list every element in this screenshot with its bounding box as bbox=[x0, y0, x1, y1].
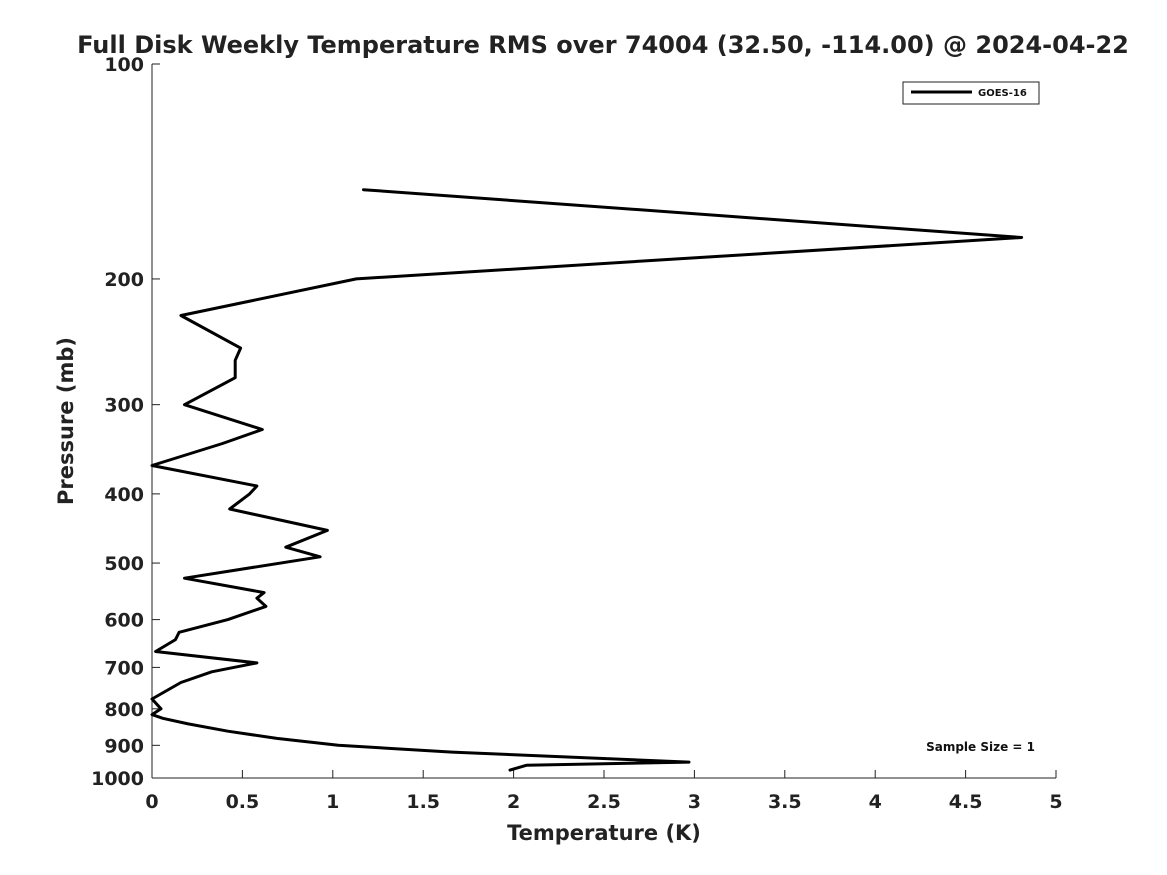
data-point bbox=[362, 188, 365, 191]
chart-title: Full Disk Weekly Temperature RMS over 74… bbox=[77, 31, 1129, 59]
data-point bbox=[256, 485, 258, 487]
x-tick-label: 2 bbox=[507, 791, 520, 813]
data-point bbox=[256, 597, 258, 600]
data-point bbox=[210, 670, 213, 673]
y-tick-label: 700 bbox=[104, 657, 144, 679]
data-point bbox=[183, 403, 186, 406]
data-point bbox=[227, 730, 229, 733]
y-tick-label: 200 bbox=[104, 269, 144, 291]
data-point bbox=[183, 577, 186, 579]
x-axis-ticks: 0 0.5 1 1.5 2 2.5 3 3.5 4 4.5 5 bbox=[145, 770, 1063, 813]
legend: GOES-16 bbox=[902, 81, 1040, 105]
data-point bbox=[178, 631, 180, 634]
y-tick-label: 300 bbox=[104, 395, 144, 417]
y-tick-label: 500 bbox=[104, 553, 144, 575]
data-point bbox=[151, 464, 153, 467]
x-tick-label: 1 bbox=[326, 791, 339, 813]
x-tick-label: 4.5 bbox=[949, 791, 983, 813]
data-point bbox=[451, 751, 453, 753]
x-tick-label: 0.5 bbox=[226, 791, 260, 813]
data-point bbox=[263, 591, 265, 594]
y-tick-label: 600 bbox=[104, 610, 144, 632]
data-point bbox=[265, 605, 267, 608]
data-point bbox=[1020, 236, 1023, 239]
x-tick-label: 3.5 bbox=[768, 791, 802, 813]
data-point bbox=[234, 376, 236, 379]
y-tick-label: 900 bbox=[104, 735, 144, 757]
data-point bbox=[248, 493, 251, 495]
x-axis-label: Temperature (K) bbox=[507, 821, 701, 845]
data-point bbox=[227, 618, 229, 621]
data-point bbox=[326, 529, 329, 532]
x-tick-label: 0 bbox=[145, 791, 158, 813]
x-tick-label: 3 bbox=[688, 791, 701, 813]
data-point bbox=[154, 650, 157, 653]
y-tick-label: 800 bbox=[104, 699, 144, 721]
x-tick-label: 1.5 bbox=[406, 791, 440, 813]
data-point bbox=[174, 638, 177, 641]
y-axis-label: Pressure (mb) bbox=[54, 337, 78, 505]
sample-size-annotation: Sample Size = 1 bbox=[926, 740, 1035, 754]
data-point bbox=[319, 556, 321, 558]
legend-label-goes-16: GOES-16 bbox=[978, 88, 1027, 99]
y-tick-label: 1000 bbox=[91, 768, 144, 790]
data-point bbox=[688, 761, 690, 763]
data-point bbox=[180, 681, 182, 684]
x-tick-label: 5 bbox=[1049, 791, 1062, 813]
data-point bbox=[162, 717, 164, 720]
data-point bbox=[151, 698, 153, 700]
data-point bbox=[234, 359, 236, 362]
data-point bbox=[509, 769, 511, 771]
plot-axes bbox=[151, 64, 1056, 779]
data-point bbox=[337, 744, 340, 747]
data-point bbox=[525, 764, 528, 767]
data-point bbox=[187, 723, 189, 725]
data-point bbox=[221, 442, 224, 445]
y-tick-label: 100 bbox=[104, 54, 144, 76]
data-point bbox=[160, 708, 162, 710]
data-point bbox=[355, 278, 358, 280]
y-tick-label: 400 bbox=[104, 484, 144, 506]
x-tick-label: 4 bbox=[869, 791, 882, 813]
data-point bbox=[284, 546, 287, 548]
data-point bbox=[180, 314, 182, 317]
series-layer bbox=[150, 188, 1024, 772]
data-point bbox=[275, 737, 278, 740]
data-point bbox=[239, 347, 242, 349]
y-axis-ticks: 100 200 300 400 500 600 700 800 900 1000 bbox=[91, 54, 160, 790]
series-line-goes-16 bbox=[150, 188, 1024, 772]
x-tick-label: 2.5 bbox=[587, 791, 621, 813]
data-point bbox=[151, 713, 153, 716]
data-point bbox=[256, 662, 258, 664]
data-point bbox=[261, 428, 264, 431]
data-point bbox=[228, 508, 231, 510]
